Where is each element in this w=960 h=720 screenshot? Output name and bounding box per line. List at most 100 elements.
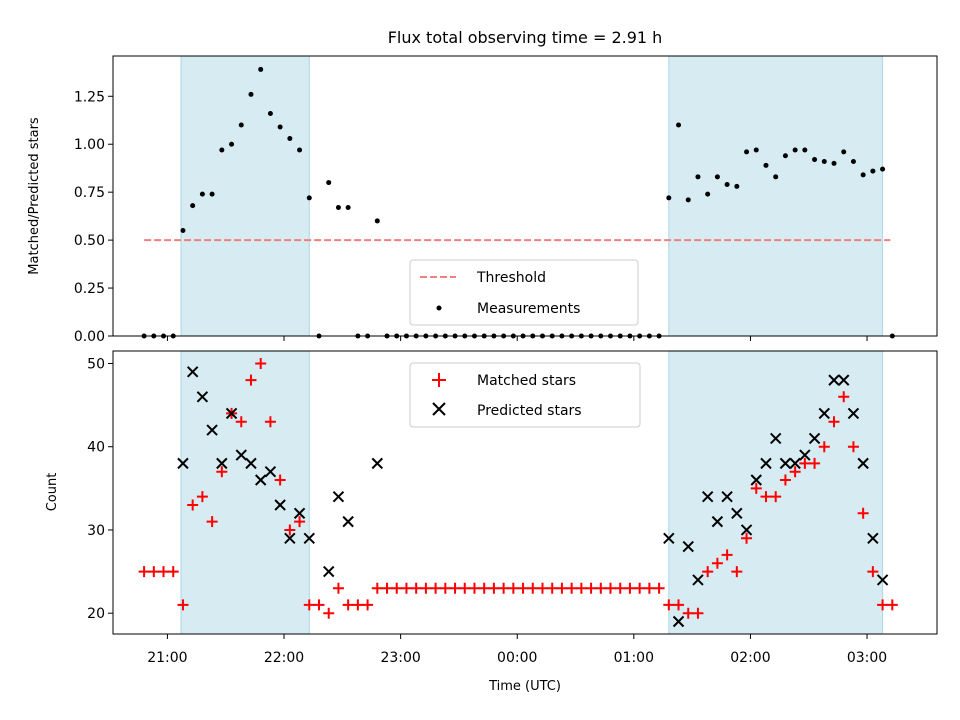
top-panel: 0.00 0.25 0.50 0.75 1.00 1.25 Matched/Predict…: [27, 55, 938, 345]
measurement-point: [258, 66, 264, 72]
predicted-star-marker: [264, 465, 277, 478]
measurement-point: [248, 91, 254, 97]
matched-star-marker: [294, 516, 306, 528]
matched-star-marker: [760, 491, 772, 503]
predicted-star-marker: [721, 490, 733, 503]
y-tick-label: 50: [87, 356, 105, 372]
matched-star-marker: [809, 457, 821, 469]
measurement-point: [335, 205, 341, 211]
measurement-point: [277, 124, 283, 130]
predicted-star-marker: [799, 449, 811, 461]
matched-star-marker: [527, 582, 539, 594]
matched-star-marker: [566, 582, 578, 594]
matched-star-marker: [847, 441, 859, 453]
y-tick-label: 1.25: [74, 89, 105, 105]
matched-star-marker: [741, 532, 753, 544]
matched-star-marker: [400, 582, 412, 594]
measurement-point: [229, 141, 235, 147]
matched-star-marker: [138, 566, 150, 578]
bottom-axes-frame: [112, 350, 938, 635]
matched-star-marker: [187, 499, 199, 511]
matched-star-marker: [702, 566, 714, 578]
matched-star-marker: [818, 441, 830, 453]
matched-star-marker: [332, 582, 344, 594]
predicted-star-marker: [692, 574, 704, 586]
top-legend: Threshold Measurements: [409, 259, 639, 326]
predicted-star-marker: [245, 457, 257, 470]
matched-star-marker: [313, 599, 325, 611]
matched-star-marker: [867, 566, 879, 578]
predicted-star-marker: [867, 532, 879, 544]
measurement-point: [792, 147, 798, 153]
y-tick-label: 30: [87, 523, 105, 539]
bottom-y-ticks: 20 30 40 50: [87, 356, 113, 622]
predicted-star-marker: [216, 457, 228, 470]
measurement-point: [287, 135, 293, 141]
measurement-point: [744, 149, 750, 155]
legend-measurements-label: Measurements: [477, 301, 580, 317]
matched-star-marker: [770, 491, 782, 503]
measurement-point: [831, 160, 837, 166]
x-tick-label: 23:00: [380, 650, 420, 666]
measurement-point: [190, 203, 196, 209]
bottom-x-ticks: 21:00 22:00 23:00 00:00 01:00 02:00 03:00: [147, 634, 887, 666]
matched-star-marker: [488, 582, 500, 594]
matched-star-marker: [828, 416, 840, 428]
measurement-point: [676, 122, 682, 128]
chart-title: Flux total observing time = 2.91 h: [388, 28, 663, 47]
matched-star-marker: [177, 599, 189, 611]
top-legend-box: [409, 259, 639, 326]
matched-star-marker: [692, 607, 704, 619]
matched-star-marker: [284, 524, 296, 536]
measurement-point: [199, 191, 205, 197]
x-tick-label: 22:00: [264, 650, 304, 666]
matched-star-marker: [614, 582, 626, 594]
matched-star-marker: [779, 474, 791, 486]
predicted-star-marker: [342, 515, 354, 528]
bottom-panel: 20 30 40 50 21:00 22:00 23:00 00:00 01:00 02:00 0…: [45, 350, 938, 694]
matched-star-marker: [391, 582, 403, 594]
y-tick-label: 20: [87, 606, 105, 622]
matched-star-marker: [216, 466, 228, 478]
y-tick-label: 0.00: [74, 329, 105, 345]
top-x-ticks: [166, 336, 868, 341]
predicted-star-marker: [711, 515, 724, 528]
measurement-point: [734, 183, 740, 189]
y-tick-label: 40: [87, 440, 105, 456]
predicted-star-marker: [235, 449, 247, 461]
predicted-star-marker: [371, 457, 384, 470]
measurement-point: [812, 157, 818, 163]
matched-star-marker: [536, 582, 548, 594]
predicted-star-marker: [186, 366, 199, 378]
matched-star-marker: [303, 599, 315, 611]
predicted-star-marker: [663, 532, 675, 544]
matched-star-marker: [789, 466, 801, 478]
measurement-point: [773, 174, 779, 180]
y-tick-label: 1.00: [74, 137, 105, 153]
matched-star-marker: [449, 582, 461, 594]
matched-star-marker: [663, 599, 675, 611]
predicted-star-marker: [196, 391, 209, 403]
legend-predicted-label: Predicted stars: [477, 403, 582, 419]
measurement-point: [326, 180, 332, 186]
top-y-axis-label: Matched/Predicted stars: [27, 117, 42, 275]
measurement-point: [850, 158, 856, 164]
matched-star-marker: [673, 599, 685, 611]
measurement-point: [870, 168, 876, 174]
predicted-star-marker: [284, 532, 296, 544]
matched-star-marker: [498, 582, 510, 594]
matched-star-marker: [595, 582, 607, 594]
predicted-star-marker: [760, 457, 772, 470]
shaded-interval: [668, 55, 884, 337]
y-tick-label: 0.75: [74, 185, 105, 201]
measurement-point: [267, 111, 273, 117]
x-tick-label: 02:00: [730, 650, 770, 666]
matched-star-marker: [711, 557, 723, 569]
matched-star-marker: [838, 391, 850, 403]
matched-star-marker: [381, 582, 393, 594]
measurement-point: [685, 197, 691, 203]
matched-star-marker: [274, 474, 286, 486]
matched-star-marker: [371, 582, 383, 594]
matched-star-marker: [245, 374, 257, 386]
matched-star-marker: [459, 582, 471, 594]
